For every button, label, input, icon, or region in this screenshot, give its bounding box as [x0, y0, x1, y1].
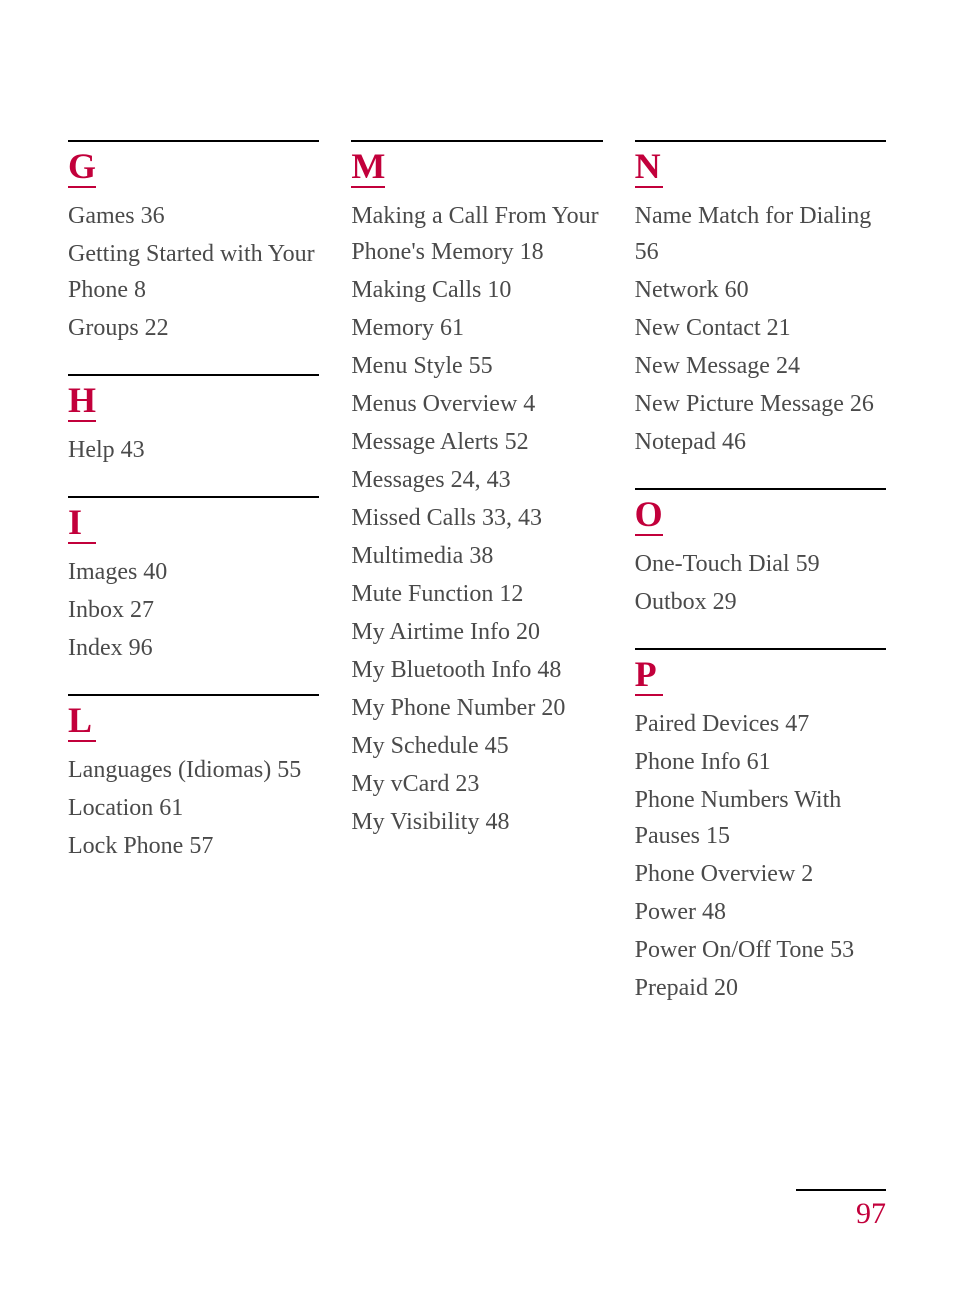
index-entry: Languages (Idiomas) 55: [68, 752, 319, 788]
index-entry: Making Calls 10: [351, 272, 602, 308]
index-entry: New Contact 21: [635, 310, 886, 346]
section-header: I: [68, 496, 319, 554]
index-entry: Inbox 27: [68, 592, 319, 628]
index-entry: Memory 61: [351, 310, 602, 346]
index-entry: My Schedule 45: [351, 728, 602, 764]
index-entry: Messages 24, 43: [351, 462, 602, 498]
index-entry: Outbox 29: [635, 584, 886, 620]
index-letter: M: [351, 148, 385, 188]
index-entry: Groups 22: [68, 310, 319, 346]
index-entry: My Bluetooth Info 48: [351, 652, 602, 688]
index-entry: My Airtime Info 20: [351, 614, 602, 650]
index-entry: Games 36: [68, 198, 319, 234]
section-header: P: [635, 648, 886, 706]
index-entry: New Message 24: [635, 348, 886, 384]
index-entry: Images 40: [68, 554, 319, 590]
index-section-p: P Paired Devices 47 Phone Info 61 Phone …: [635, 648, 886, 1006]
index-section-g: G Games 36 Getting Started with Your Pho…: [68, 140, 319, 346]
section-header: M: [351, 140, 602, 198]
index-entry: New Picture Message 26: [635, 386, 886, 422]
index-section-o: O One-Touch Dial 59 Outbox 29: [635, 488, 886, 620]
index-entry: Network 60: [635, 272, 886, 308]
index-entry: Power 48: [635, 894, 886, 930]
index-entry: Location 61: [68, 790, 319, 826]
index-entry: Notepad 46: [635, 424, 886, 460]
section-header: N: [635, 140, 886, 198]
index-letter: G: [68, 148, 96, 188]
index-page: G Games 36 Getting Started with Your Pho…: [0, 0, 954, 1291]
index-letter: H: [68, 382, 96, 422]
index-letter: I: [68, 504, 96, 544]
index-entry: My Visibility 48: [351, 804, 602, 840]
index-section-n: N Name Match for Dialing 56 Network 60 N…: [635, 140, 886, 460]
index-column-3: N Name Match for Dialing 56 Network 60 N…: [635, 140, 886, 1034]
index-entry: Menu Style 55: [351, 348, 602, 384]
index-section-l: L Languages (Idiomas) 55 Location 61 Loc…: [68, 694, 319, 864]
index-entry: Phone Numbers With Pauses 15: [635, 782, 886, 854]
section-header: G: [68, 140, 319, 198]
index-letter: L: [68, 702, 96, 742]
index-letter: O: [635, 496, 663, 536]
section-header: L: [68, 694, 319, 752]
index-entry: Multimedia 38: [351, 538, 602, 574]
index-entry: Making a Call From Your Phone's Memory 1…: [351, 198, 602, 270]
index-entry: My Phone Number 20: [351, 690, 602, 726]
index-entry: One-Touch Dial 59: [635, 546, 886, 582]
section-header: O: [635, 488, 886, 546]
index-section-i: I Images 40 Inbox 27 Index 96: [68, 496, 319, 666]
index-entry: Lock Phone 57: [68, 828, 319, 864]
index-entry: Phone Info 61: [635, 744, 886, 780]
page-number: 97: [796, 1189, 886, 1231]
index-column-2: M Making a Call From Your Phone's Memory…: [351, 140, 602, 1034]
index-entry: Phone Overview 2: [635, 856, 886, 892]
index-entry: Name Match for Dialing 56: [635, 198, 886, 270]
section-header: H: [68, 374, 319, 432]
index-entry: My vCard 23: [351, 766, 602, 802]
index-entry: Message Alerts 52: [351, 424, 602, 460]
index-entry: Help 43: [68, 432, 319, 468]
index-column-1: G Games 36 Getting Started with Your Pho…: [68, 140, 319, 1034]
index-section-m: M Making a Call From Your Phone's Memory…: [351, 140, 602, 840]
index-entry: Prepaid 20: [635, 970, 886, 1006]
index-entry: Missed Calls 33, 43: [351, 500, 602, 536]
index-entry: Power On/Off Tone 53: [635, 932, 886, 968]
index-entry: Menus Overview 4: [351, 386, 602, 422]
index-entry: Getting Started with Your Phone 8: [68, 236, 319, 308]
index-section-h: H Help 43: [68, 374, 319, 468]
index-entry: Mute Function 12: [351, 576, 602, 612]
index-columns: G Games 36 Getting Started with Your Pho…: [68, 140, 886, 1034]
index-letter: P: [635, 656, 663, 696]
index-entry: Index 96: [68, 630, 319, 666]
index-entry: Paired Devices 47: [635, 706, 886, 742]
index-letter: N: [635, 148, 663, 188]
